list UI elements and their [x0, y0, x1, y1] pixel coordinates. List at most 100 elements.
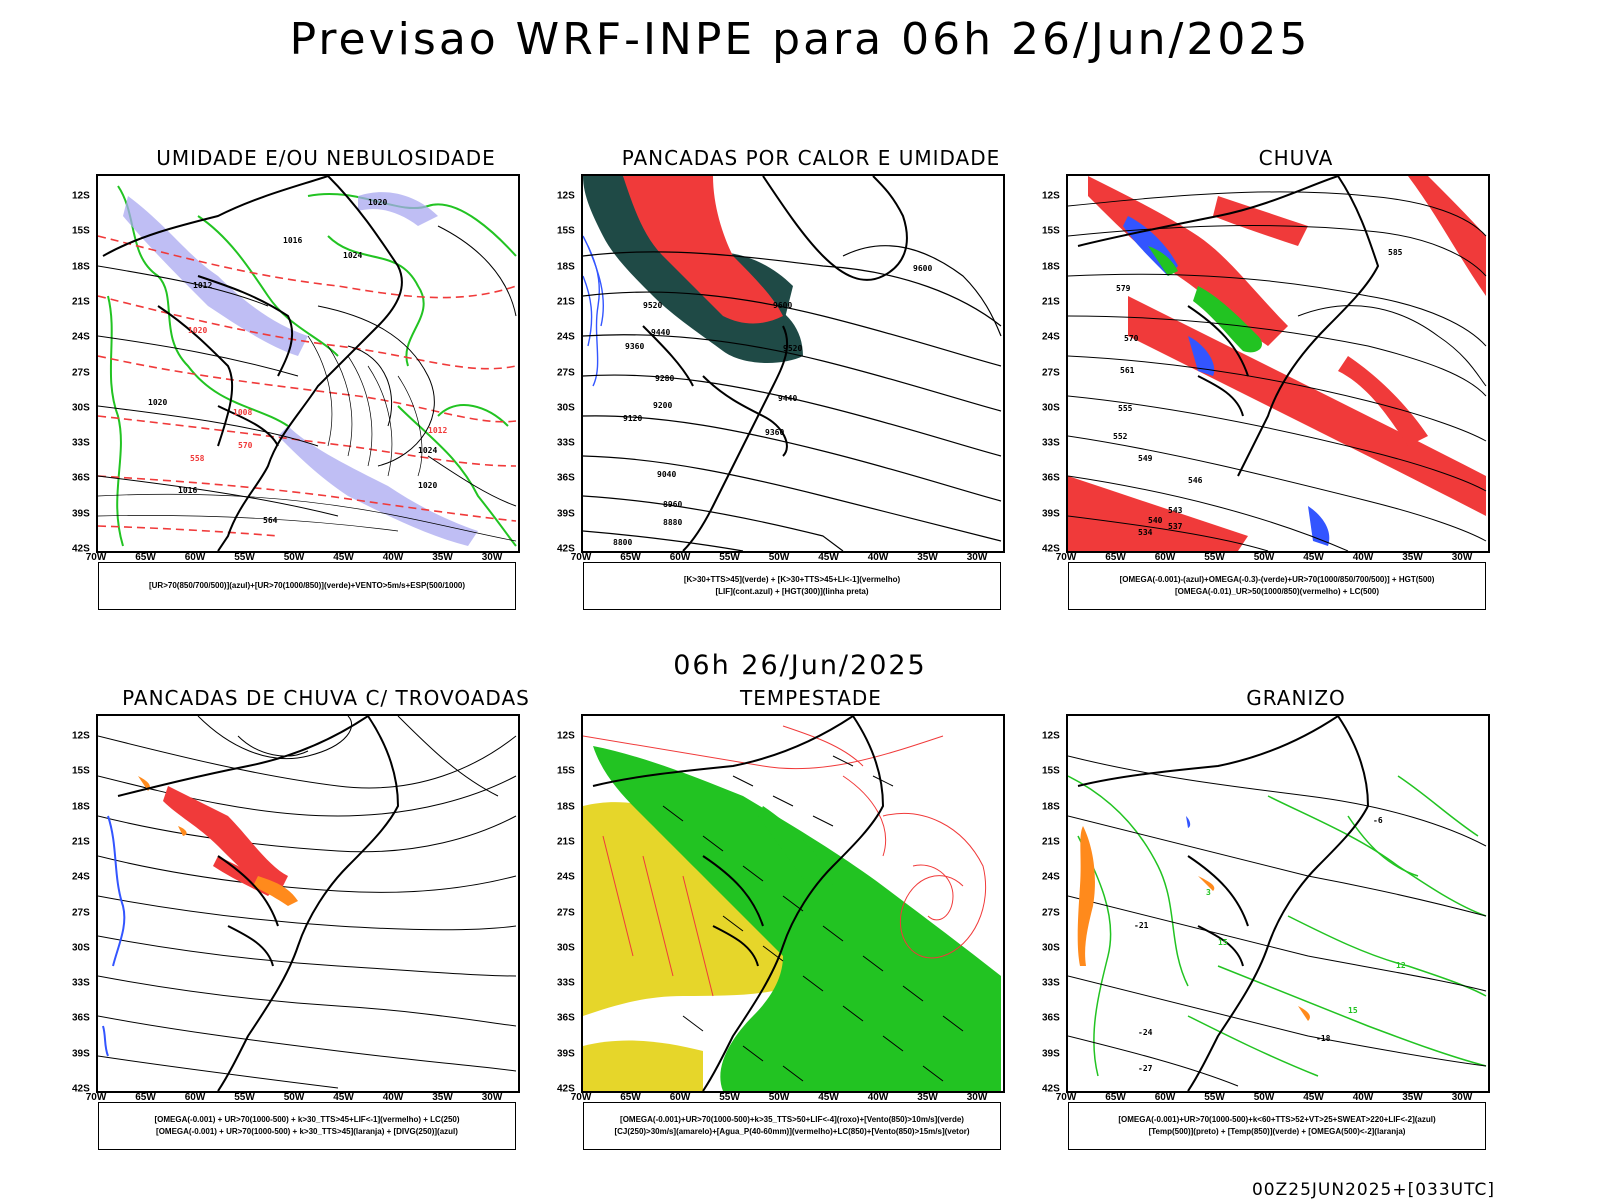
- streamlines: [98, 716, 517, 1089]
- lat-tick-label: 39S: [557, 1048, 575, 1060]
- legend-box: [K>30+TTS>45](verde) + [K>30+TTS>45+LI<-…: [583, 562, 1001, 610]
- lon-tick-label: 30W: [1451, 552, 1473, 563]
- thickness-label: 558: [190, 454, 205, 463]
- lon-tick-label: 40W: [382, 1092, 404, 1103]
- lat-tick-label: 39S: [557, 508, 575, 520]
- contour-label: 561: [1120, 366, 1135, 375]
- lat-tick-label: 36S: [1042, 1012, 1060, 1024]
- lat-tick-label: 33S: [557, 437, 575, 449]
- lat-tick-label: 12S: [1042, 730, 1060, 742]
- lon-tick-label: 50W: [768, 1092, 790, 1103]
- contour-label: 9600: [773, 301, 793, 310]
- lat-tick-label: 12S: [72, 190, 90, 202]
- lat-tick-label: 15S: [557, 765, 575, 777]
- map-pancadas-calor: 9600 9520 9600 9520 9440 9360 9440 9360 …: [581, 174, 1005, 553]
- lat-tick-label: 27S: [557, 367, 575, 378]
- lon-tick-label: 65W: [1105, 1092, 1126, 1103]
- lat-tick-label: 21S: [557, 296, 575, 308]
- legend-line: [OMEGA(-0.001)-(azul)+OMEGA(-0.3)-(verde…: [1119, 575, 1435, 584]
- lat-tick-label: 27S: [1042, 367, 1060, 378]
- lon-tick-label: 65W: [620, 1092, 641, 1103]
- lat-tick-label: 24S: [557, 331, 575, 343]
- contour-label: 564: [263, 516, 278, 525]
- lat-tick-label: 18S: [557, 261, 575, 273]
- lon-tick-label: 45W: [1303, 1092, 1324, 1103]
- pressure-black-contours: [98, 225, 517, 517]
- contour-label: 1016: [178, 486, 198, 495]
- panel-umidade: UMIDADE E/OU NEBULOSIDADE: [72, 146, 576, 626]
- lon-tick-label: 50W: [768, 552, 790, 563]
- lat-tick-label: 21S: [72, 836, 90, 848]
- blue-hail-areas: [1186, 816, 1191, 828]
- lat-tick-label: 27S: [1042, 907, 1060, 918]
- contour-label: 1024: [418, 446, 438, 455]
- lat-tick-label: 30S: [72, 942, 90, 954]
- lon-tick-label: 50W: [283, 552, 305, 563]
- contour-label: 9360: [625, 342, 645, 351]
- panel-title: GRANIZO: [1246, 686, 1346, 710]
- contour-label: 9600: [913, 264, 933, 273]
- map-tempestade: [581, 714, 1005, 1093]
- contour-label: 552: [1113, 432, 1128, 441]
- lon-tick-label: 50W: [283, 1092, 305, 1103]
- contour-label: 9200: [653, 401, 673, 410]
- panel-pancadas-calor: PANCADAS POR CALOR E UMIDADE: [557, 146, 1061, 626]
- lon-tick-label: 40W: [867, 1092, 889, 1103]
- height-streamlines: [1068, 191, 1487, 551]
- lat-tick-label: 15S: [1042, 765, 1060, 777]
- red-areas: [163, 786, 288, 896]
- contour-label: 1020: [148, 398, 168, 407]
- lon-tick-label: 35W: [1402, 1092, 1423, 1103]
- red-streamlines: [583, 725, 987, 997]
- contour-label: 543: [1168, 506, 1183, 515]
- contour-label: -21: [1134, 921, 1149, 930]
- legend-line: [CJ(250)>30m/s](amarelo)+[Agua_P(40-60mm…: [614, 1127, 970, 1136]
- contour-label: 1020: [418, 481, 438, 490]
- contour-label: 9440: [651, 328, 671, 337]
- contour-label: -27: [1138, 1064, 1153, 1073]
- wind-vectors: [662, 755, 964, 1082]
- lat-tick-label: 27S: [557, 907, 575, 918]
- orange-omega-areas: [1077, 826, 1310, 1021]
- contour-label: 570: [1124, 334, 1139, 343]
- panel-title: TEMPESTADE: [740, 686, 882, 710]
- lat-tick-label: 24S: [1042, 871, 1060, 883]
- lon-tick-label: 70W: [1055, 1092, 1077, 1103]
- lat-tick-label: 36S: [72, 472, 90, 484]
- legend-line: [OMEGA(-0.001)+UR>70(1000-500)+k<60+TTS>…: [1118, 1115, 1436, 1124]
- lat-tick-label: 21S: [72, 296, 90, 308]
- lat-tick-label: 42S: [557, 543, 575, 555]
- lif-blue-contours: [583, 235, 604, 387]
- lat-tick-label: 12S: [1042, 190, 1060, 202]
- black-temp500-contours: [1068, 755, 1487, 1087]
- humidity-lavender-areas: [123, 192, 478, 546]
- lon-tick-label: 45W: [1303, 552, 1324, 563]
- blue-divergence: [102, 815, 126, 1057]
- lon-tick-label: 45W: [333, 552, 354, 563]
- lat-tick-label: 24S: [72, 871, 90, 883]
- lat-tick-label: 18S: [72, 801, 90, 813]
- thickness-label: 1020: [188, 326, 208, 335]
- contour-label: 9520: [783, 344, 803, 353]
- lon-tick-label: 40W: [382, 552, 404, 563]
- lon-tick-label: 40W: [1352, 1092, 1374, 1103]
- red-areas: [623, 176, 783, 324]
- contour-label: 9040: [657, 470, 677, 479]
- legend-line: [OMEGA(-0.001)+UR>70(1000-500)+k>35_TTS>…: [620, 1115, 964, 1124]
- lat-tick-label: 42S: [557, 1083, 575, 1095]
- contour-label: 1016: [283, 236, 303, 245]
- lat-tick-label: 12S: [72, 730, 90, 742]
- lon-tick-label: 45W: [818, 1092, 839, 1103]
- lon-tick-label: 65W: [620, 552, 641, 563]
- lat-tick-label: 18S: [72, 261, 90, 273]
- lat-tick-label: 42S: [72, 1083, 90, 1095]
- lon-tick-label: 50W: [1253, 552, 1275, 563]
- contour-label: -18: [1316, 1034, 1331, 1043]
- lon-tick-label: 35W: [917, 552, 938, 563]
- lat-tick-label: 42S: [72, 543, 90, 555]
- contour-label: 9360: [765, 428, 785, 437]
- contour-label: -24: [1138, 1028, 1153, 1037]
- lon-tick-label: 55W: [719, 552, 740, 563]
- lat-tick-label: 33S: [72, 977, 90, 989]
- lon-tick-label: 70W: [85, 1092, 107, 1103]
